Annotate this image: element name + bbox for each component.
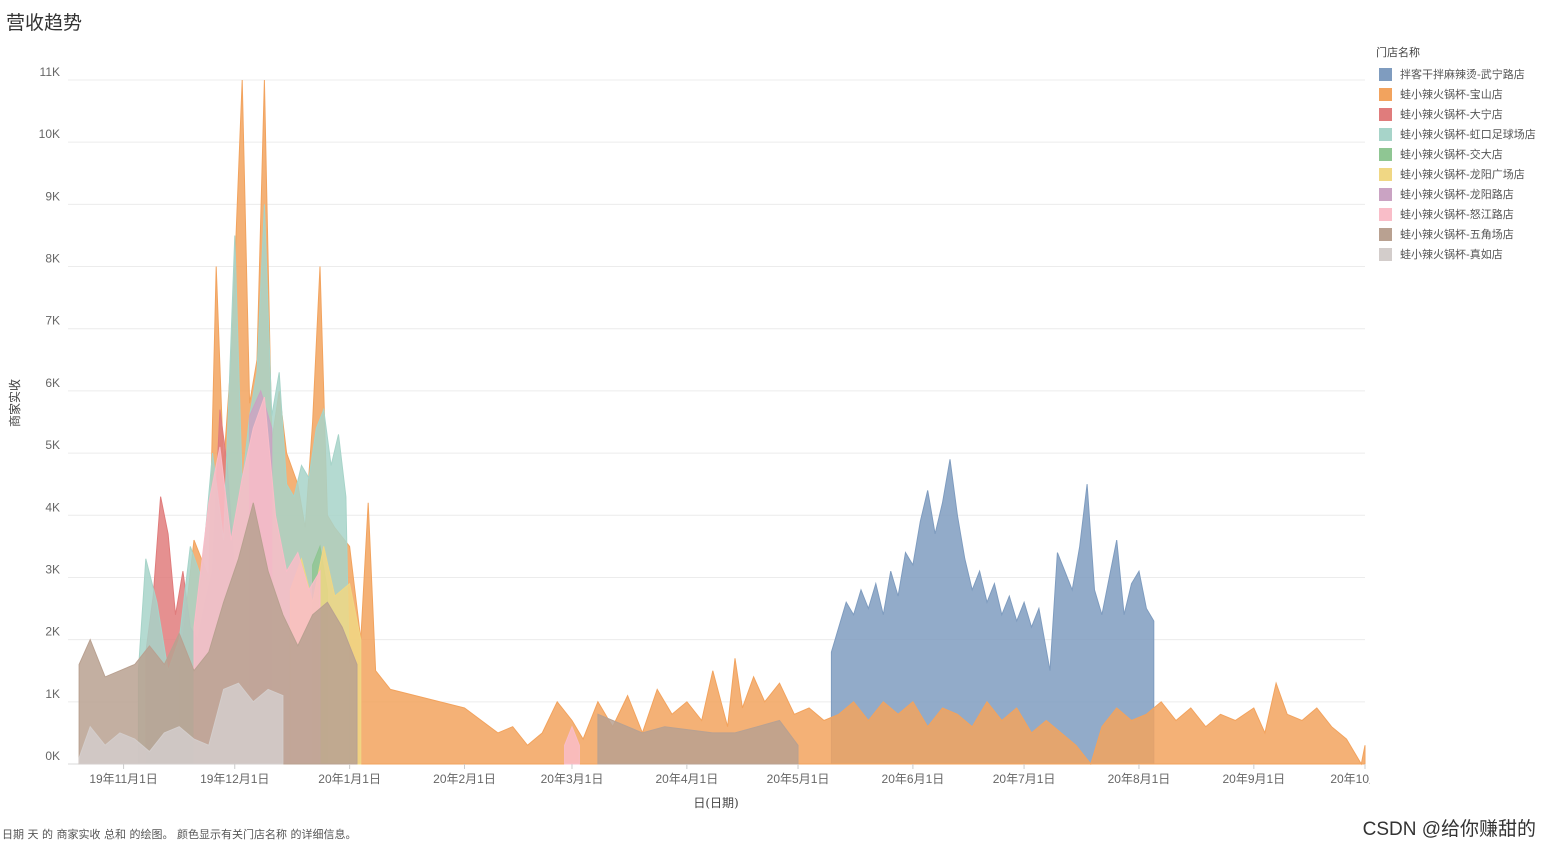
legend-label: 蛙小辣火锅杯-交大店 xyxy=(1400,148,1503,161)
x-tick-label: 20年7月1日 xyxy=(993,772,1056,786)
legend-label: 蛙小辣火锅杯-虹口足球场店 xyxy=(1400,128,1536,141)
x-tick-label: 19年11月1日 xyxy=(89,772,157,786)
x-tick-label: 20年9月1日 xyxy=(1222,772,1285,786)
y-tick-label: 11K xyxy=(40,65,60,79)
x-tick-label: 20年10月1日 xyxy=(1330,772,1370,786)
x-tick-label: 20年8月1日 xyxy=(1108,772,1171,786)
legend-label: 蛙小辣火锅杯-宝山店 xyxy=(1400,88,1503,101)
x-tick-label: 20年2月1日 xyxy=(433,772,496,786)
legend-swatch xyxy=(1379,247,1392,261)
legend-swatch xyxy=(1379,67,1392,81)
legend-item[interactable]: 蛙小辣火锅杯-真如店 xyxy=(1376,244,1548,264)
chart-title: 营收趋势 xyxy=(6,12,83,34)
x-tick-label: 20年5月1日 xyxy=(767,772,830,786)
legend: 门店名称 拌客干拌麻辣烫-武宁路店 蛙小辣火锅杯-宝山店 蛙小辣火锅杯-大宁店 蛙小辣… xyxy=(1376,44,1548,264)
legend-item[interactable]: 蛙小辣火锅杯-交大店 xyxy=(1376,144,1548,164)
legend-swatch xyxy=(1379,87,1392,101)
legend-swatch xyxy=(1379,207,1392,221)
legend-label: 蛙小辣火锅杯-真如店 xyxy=(1400,248,1503,261)
x-tick-label: 20年6月1日 xyxy=(882,772,945,786)
legend-item[interactable]: 蛙小辣火锅杯-虹口足球场店 xyxy=(1376,124,1548,144)
area-拌客干拌麻辣烫-武宁路店 xyxy=(830,459,1155,765)
x-tick-label: 19年12月1日 xyxy=(200,772,269,786)
y-tick-label: 4K xyxy=(45,500,60,514)
y-tick-label: 8K xyxy=(45,252,60,266)
y-tick-label: 5K xyxy=(45,438,60,452)
y-tick-label: 7K xyxy=(45,314,60,328)
area-series xyxy=(78,79,1366,766)
y-tick-label: 9K xyxy=(45,189,60,203)
legend-item[interactable]: 蛙小辣火锅杯-怒江路店 xyxy=(1376,204,1548,224)
area-chart: 0K 1K 2K 3K 4K 5K 6K 7K 8K 9K 10K 11K 19年11月1日 19年12… xyxy=(7,65,1370,810)
y-tick-label: 0K xyxy=(45,749,60,763)
area-蛙小辣火锅杯-真如店 xyxy=(78,682,284,765)
x-tick-label: 20年1月1日 xyxy=(318,772,381,786)
legend-swatch xyxy=(1379,147,1392,161)
legend-label: 蛙小辣火锅杯-大宁店 xyxy=(1400,108,1503,121)
legend-swatch xyxy=(1379,167,1392,181)
chart-caption: 日期 天 的 商家实收 总和 的绘图。 颜色显示有关门店名称 的详细信息。 xyxy=(2,828,357,841)
y-tick-label: 6K xyxy=(45,376,60,390)
legend-item[interactable]: 蛙小辣火锅杯-龙阳广场店 xyxy=(1376,164,1548,184)
legend-swatch xyxy=(1379,227,1392,241)
legend-swatch xyxy=(1379,187,1392,201)
legend-swatch xyxy=(1379,107,1392,121)
legend-label: 蛙小辣火锅杯-五角场店 xyxy=(1400,228,1514,241)
legend-label: 蛙小辣火锅杯-怒江路店 xyxy=(1400,208,1514,221)
y-axis-ticks: 0K 1K 2K 3K 4K 5K 6K 7K 8K 9K 10K 11K xyxy=(39,65,60,763)
legend-item[interactable]: 蛙小辣火锅杯-五角场店 xyxy=(1376,224,1548,244)
x-axis-label: 日(日期) xyxy=(693,796,738,810)
area-蛙小辣火锅杯-五角场店 xyxy=(78,502,358,765)
y-tick-label: 10K xyxy=(39,127,60,141)
legend-label: 蛙小辣火锅杯-龙阳路店 xyxy=(1400,188,1514,201)
legend-item[interactable]: 拌客干拌麻辣烫-武宁路店 xyxy=(1376,64,1548,84)
x-tick-label: 20年4月1日 xyxy=(656,772,719,786)
legend-label: 蛙小辣火锅杯-龙阳广场店 xyxy=(1400,168,1525,181)
y-tick-label: 3K xyxy=(45,562,60,576)
legend-item[interactable]: 蛙小辣火锅杯-宝山店 xyxy=(1376,84,1548,104)
area-蛙小辣火锅杯-五角场店 xyxy=(597,713,799,765)
watermark: CSDN @给你赚甜的 xyxy=(1362,819,1536,840)
x-tick-label: 20年3月1日 xyxy=(541,772,604,786)
y-tick-label: 2K xyxy=(45,625,60,639)
area-蛙小辣火锅杯-怒江路店 xyxy=(564,725,580,765)
legend-swatch xyxy=(1379,127,1392,141)
legend-title: 门店名称 xyxy=(1376,46,1420,59)
legend-item[interactable]: 蛙小辣火锅杯-龙阳路店 xyxy=(1376,184,1548,204)
x-axis-ticks: 19年11月1日 19年12月1日 20年1月1日 20年2月1日 20年3月1日 20年… xyxy=(89,764,1370,786)
legend-item[interactable]: 蛙小辣火锅杯-大宁店 xyxy=(1376,104,1548,124)
legend-items: 拌客干拌麻辣烫-武宁路店 蛙小辣火锅杯-宝山店 蛙小辣火锅杯-大宁店蛙小辣火锅杯-虹… xyxy=(1376,64,1548,264)
legend-label: 拌客干拌麻辣烫-武宁路店 xyxy=(1400,68,1525,81)
y-tick-label: 1K xyxy=(45,687,60,701)
y-axis-label: 商家实收 xyxy=(7,379,22,427)
